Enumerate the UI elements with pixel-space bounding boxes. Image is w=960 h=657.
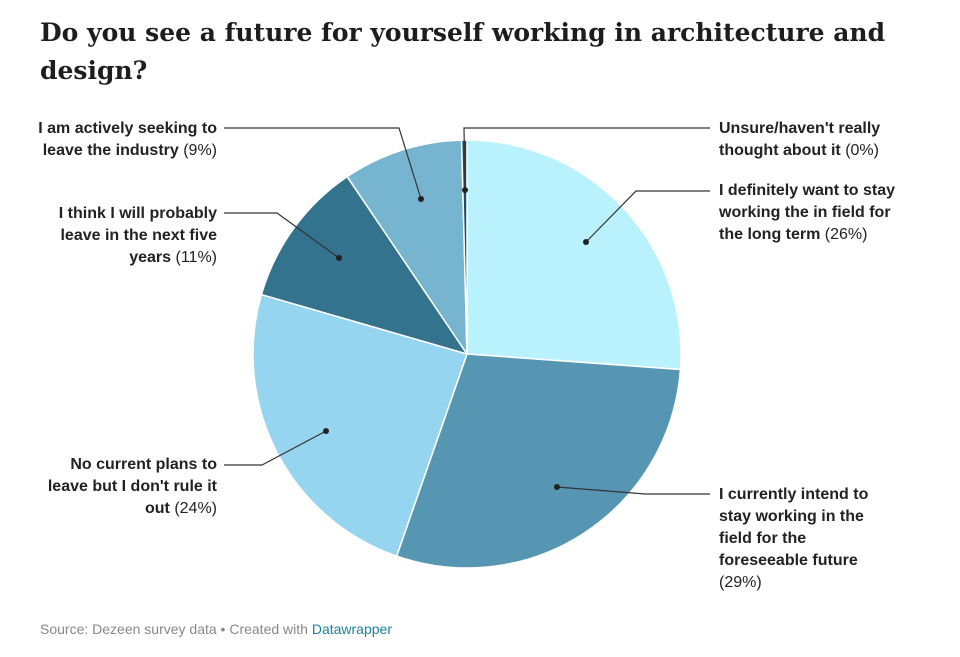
label-foreseeable: I currently intend to stay working in th… [719, 484, 894, 594]
label-foreseeable-pct: (29%) [719, 574, 762, 591]
slice-no-plans [252, 293, 468, 557]
label-unsure-pct: (0%) [845, 142, 879, 159]
label-five-years: I think I will probably leave in the nex… [30, 203, 217, 269]
label-unsure: Unsure/haven't really thought about it (… [719, 118, 919, 162]
leader-long-term [585, 190, 710, 243]
leader-seeking [224, 127, 422, 200]
label-foreseeable-text: I currently intend to stay working in th… [719, 486, 869, 569]
label-five-years-text: I think I will probably leave in the nex… [58, 205, 217, 266]
label-unsure-text: Unsure/haven't really thought about it [719, 120, 881, 159]
label-long-term-pct: (26%) [824, 226, 868, 243]
leader-foreseeable-dot [554, 484, 560, 490]
leader-foreseeable [556, 486, 710, 495]
leader-unsure-dot [462, 187, 468, 193]
label-seeking-pct: (9%) [183, 142, 217, 159]
source-text: Source: Dezeen survey data • Created wit… [40, 621, 312, 637]
label-seeking: I am actively seeking to leave the indus… [30, 118, 217, 162]
slice-five-years [260, 175, 468, 355]
slice-foreseeable [395, 353, 682, 569]
label-long-term-text: I definitely want to stay working the in… [719, 182, 896, 243]
leader-five-years [224, 212, 340, 259]
leader-long-term-dot [583, 239, 589, 245]
leader-seeking-dot [418, 196, 424, 202]
label-seeking-text: I am actively seeking to leave the indus… [38, 120, 217, 159]
label-no-plans-text: No current plans to leave but I don't ru… [47, 456, 217, 517]
label-no-plans-pct: (24%) [174, 500, 217, 517]
leader-five-years-dot [336, 255, 342, 261]
leader-no-plans [224, 430, 327, 466]
label-long-term: I definitely want to stay working the in… [719, 180, 909, 246]
leader-unsure [463, 127, 710, 191]
slice-seeking [346, 139, 468, 355]
chart-title: Do you see a future for yourself working… [40, 18, 886, 85]
datawrapper-link[interactable]: Datawrapper [311, 621, 392, 637]
source-footer: Source: Dezeen survey data • Created wit… [40, 621, 392, 637]
label-no-plans: No current plans to leave but I don't ru… [30, 454, 217, 520]
slice-long-term [466, 139, 682, 371]
label-five-years-pct: (11%) [175, 249, 218, 266]
leader-no-plans-dot [323, 428, 329, 434]
